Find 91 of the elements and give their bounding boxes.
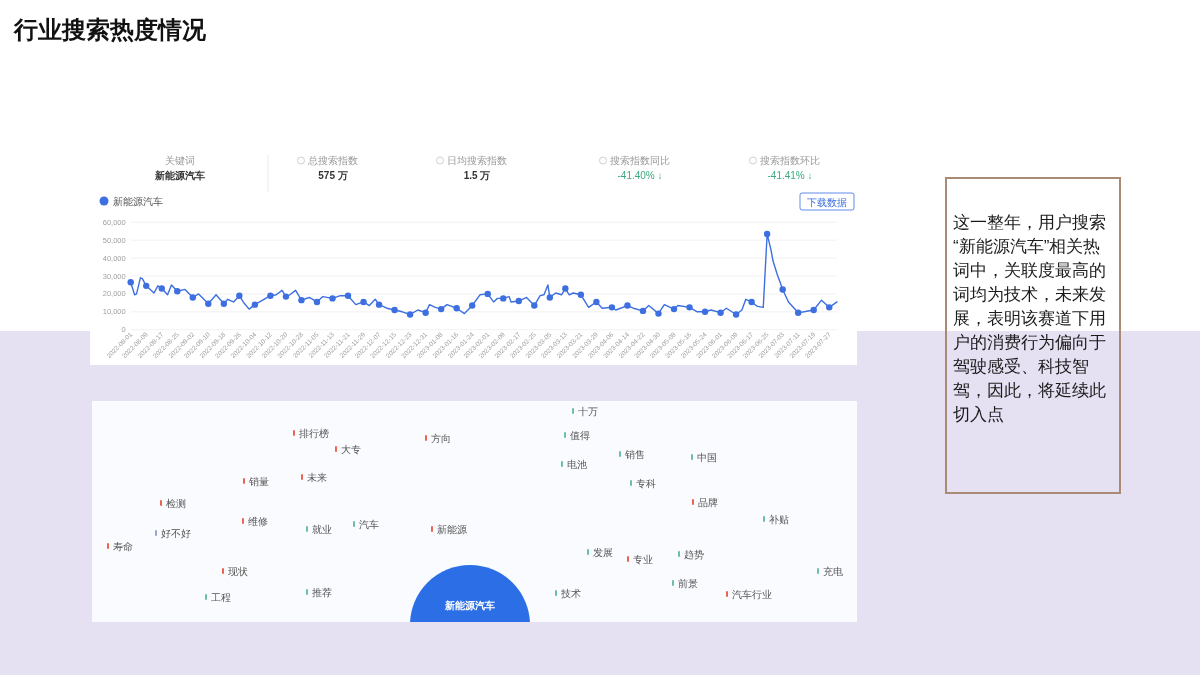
point: [391, 306, 398, 314]
text: 新能源汽车: [154, 170, 205, 181]
text: 575 万: [318, 170, 348, 181]
point: [624, 302, 631, 309]
category-label: 好不好: [161, 527, 191, 539]
category-label: 技术: [560, 587, 581, 599]
category-label: 排行榜: [299, 427, 329, 439]
point: [360, 298, 367, 306]
point: [189, 294, 196, 301]
point: [593, 298, 600, 306]
point: [701, 308, 709, 315]
category-label: 新能源: [437, 523, 467, 535]
point: [437, 305, 445, 313]
point: [577, 291, 585, 298]
point: [608, 304, 616, 311]
text: 日均搜索指数: [447, 155, 507, 166]
text: -41.40% ↓: [617, 170, 663, 181]
category-label: 值得: [570, 429, 590, 441]
category-label: 专科: [636, 477, 656, 489]
text: 下载数据: [807, 196, 847, 208]
point: [670, 305, 678, 313]
category-label: 十万: [578, 405, 598, 417]
category-label: 新能源汽车: [444, 600, 495, 611]
category-label: 维修: [248, 515, 268, 527]
legend-label: 新能源汽车: [113, 195, 163, 207]
point: [205, 300, 212, 307]
category-label: 专业: [633, 553, 653, 565]
point: [375, 301, 383, 308]
point: [282, 293, 290, 300]
point: [639, 307, 647, 315]
point: [763, 230, 771, 238]
point: [251, 301, 259, 308]
point: [546, 294, 554, 301]
point: [469, 302, 476, 309]
category-label: 前景: [678, 577, 698, 589]
category-label: 销售: [624, 448, 645, 460]
point: [174, 288, 181, 295]
point: [158, 285, 165, 292]
point: [826, 304, 833, 311]
point: [515, 297, 522, 305]
point: [236, 292, 243, 299]
point: [220, 300, 228, 307]
point: [748, 298, 755, 306]
point: [484, 290, 491, 298]
text: 这一整年，用户搜索“新能源汽车”相关热词中，关联度最高的词均为技术，未来发展，表明该赛道下用户的消费行为偏向于驾驶感受、科技智驾，因此，将延续此切入点: [953, 213, 1106, 424]
category-label: 补贴: [769, 513, 789, 525]
point: [143, 282, 150, 290]
point: [655, 310, 662, 317]
text: 关键词: [165, 155, 195, 166]
category-label: 未来: [307, 471, 327, 483]
category-label: 寿命: [113, 540, 133, 552]
point: [344, 292, 352, 299]
text: 搜索指数同比: [610, 155, 670, 166]
category-label: 方向: [431, 432, 451, 444]
category-label: 趋势: [684, 548, 704, 560]
point: [453, 305, 460, 312]
category-label: 大专: [341, 443, 361, 455]
category-label: 检测: [166, 497, 186, 509]
category-label: 中国: [697, 451, 717, 463]
point: [422, 309, 429, 316]
point: [717, 309, 724, 316]
point: [313, 298, 321, 306]
point: [267, 292, 274, 299]
point: [500, 295, 507, 302]
point: [298, 296, 305, 304]
point: [562, 285, 569, 292]
point: [406, 311, 414, 318]
text: 1.5 万: [463, 170, 491, 181]
text: 搜索指数环比: [760, 155, 820, 166]
point: [127, 279, 134, 286]
category-label: 品牌: [698, 496, 718, 508]
category-label: 现状: [228, 565, 248, 577]
category-label: 工程: [211, 591, 231, 603]
category-label: 汽车行业: [732, 588, 772, 600]
point: [531, 302, 538, 309]
point: [329, 295, 336, 302]
category-label: 电池: [567, 458, 587, 470]
category-label: 汽车: [359, 518, 379, 530]
point: [779, 286, 786, 293]
point: [810, 306, 817, 314]
category-label: 就业: [312, 523, 332, 535]
point: [794, 309, 802, 316]
point: [686, 304, 693, 311]
category-label: 充电: [823, 565, 843, 577]
category-label: 发展: [593, 546, 613, 558]
text: -41.41% ↓: [767, 170, 813, 181]
point: [732, 311, 740, 318]
category-label: 推荐: [312, 586, 332, 598]
category-label: 销量: [248, 475, 269, 487]
text: 总搜索指数: [307, 155, 358, 166]
chart-title: 行业搜索热度情况: [13, 16, 207, 43]
